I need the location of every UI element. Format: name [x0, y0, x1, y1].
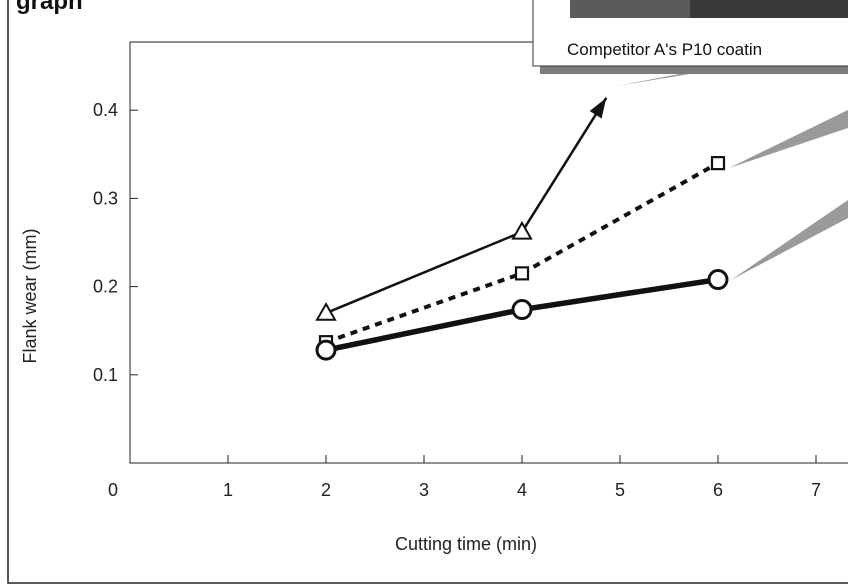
x-tick-label-4: 4: [517, 480, 527, 500]
x-tick-label-3: 3: [419, 480, 429, 500]
series-circle-point-2: [707, 269, 729, 291]
series-triangle-arrowhead: [589, 97, 607, 119]
x-tick-label-1: 1: [223, 480, 233, 500]
callout-wedge-circle: [731, 200, 848, 280]
callout-wedge-square: [729, 110, 848, 168]
series-square-line: [325, 161, 719, 345]
series-circle-point-1: [511, 299, 533, 321]
series-triangle-line: [325, 230, 523, 315]
plot-area: [129, 41, 848, 464]
x-tick-label-2: 2: [321, 480, 331, 500]
series-triangle-continuation: [520, 97, 608, 233]
x-axis-title: Cutting time (min): [395, 534, 537, 554]
x-tick-label-0: 0: [108, 480, 118, 500]
series-square-point-1: [514, 266, 530, 281]
y-tick-label-0.1: 0.1: [93, 365, 118, 385]
figure-heading: graph: [16, 0, 83, 15]
series-triangle-point-0: [315, 302, 337, 321]
series-triangle-point-1: [511, 220, 533, 240]
inset-photo-box: Competitor A's P10 coatin: [532, 0, 848, 74]
series-square-point-2: [710, 156, 726, 171]
x-tick-label-5: 5: [615, 480, 625, 500]
x-tick-label-6: 6: [713, 480, 723, 500]
x-tick-label-7: 7: [811, 480, 821, 500]
inset-photo-highlight: [570, 0, 690, 18]
axes: 0 1 2 3 4 5 6 7 0.1 0.2 0.3 0.4: [93, 100, 821, 500]
y-tick-label-0.4: 0.4: [93, 100, 118, 120]
y-tick-label-0.3: 0.3: [93, 188, 118, 208]
series-circle-point-0: [315, 339, 337, 361]
inset-caption: Competitor A's P10 coatin: [567, 40, 762, 59]
y-axis-title: Flank wear (mm): [20, 228, 40, 363]
y-tick-label-0.2: 0.2: [93, 277, 118, 297]
data-series: [315, 97, 729, 361]
